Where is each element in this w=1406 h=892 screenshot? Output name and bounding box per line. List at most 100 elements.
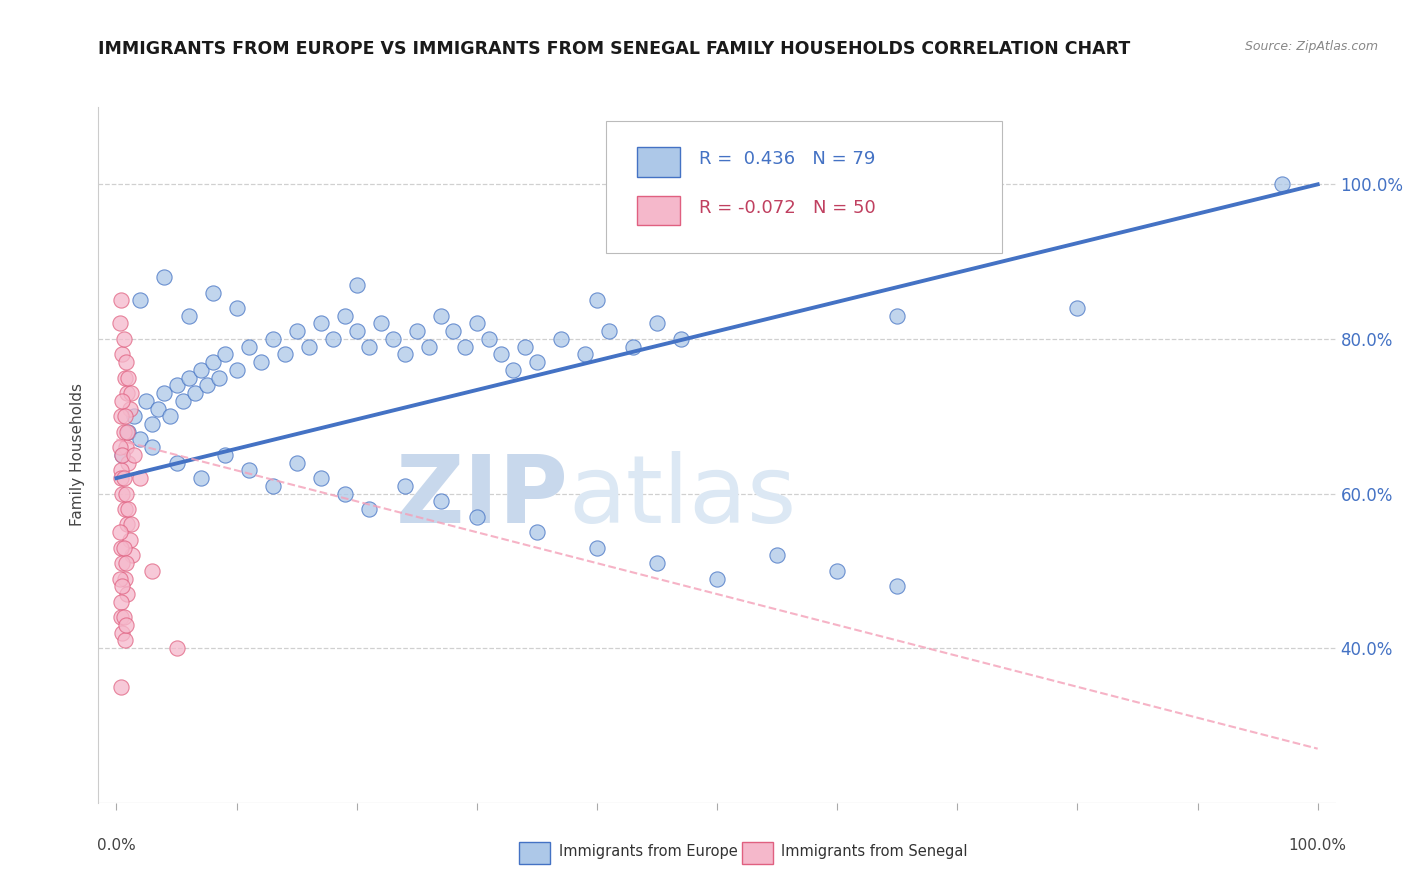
Point	[513, 340, 536, 354]
Point	[886, 579, 908, 593]
Point	[333, 486, 356, 500]
Text: Source: ZipAtlas.com: Source: ZipAtlas.com	[1244, 40, 1378, 54]
Point	[225, 301, 247, 315]
Point	[465, 509, 488, 524]
Point	[108, 317, 131, 331]
Point	[117, 386, 139, 401]
Text: ZIP: ZIP	[395, 450, 568, 542]
Point	[183, 386, 205, 401]
Point	[645, 556, 668, 570]
Y-axis label: Family Households: Family Households	[70, 384, 86, 526]
Point	[586, 541, 609, 555]
Point	[111, 448, 134, 462]
Point	[115, 486, 138, 500]
Point	[120, 386, 142, 401]
Point	[285, 324, 308, 338]
Point	[441, 324, 464, 338]
Point	[489, 347, 512, 361]
Point	[394, 347, 416, 361]
Point	[706, 572, 728, 586]
Bar	[637, 147, 681, 177]
Point	[110, 293, 132, 308]
Point	[262, 332, 284, 346]
Text: Immigrants from Senegal: Immigrants from Senegal	[782, 844, 967, 859]
Point	[148, 401, 170, 416]
Point	[111, 393, 134, 408]
Point	[346, 277, 368, 292]
Point	[117, 370, 139, 384]
Point	[108, 572, 131, 586]
Text: Immigrants from Europe: Immigrants from Europe	[558, 844, 737, 859]
Point	[111, 579, 134, 593]
Point	[166, 378, 188, 392]
Point	[110, 471, 132, 485]
Point	[166, 641, 188, 656]
Point	[159, 409, 181, 424]
Bar	[519, 842, 550, 864]
Point	[298, 340, 321, 354]
Point	[110, 541, 132, 555]
Text: IMMIGRANTS FROM EUROPE VS IMMIGRANTS FROM SENEGAL FAMILY HOUSEHOLDS CORRELATION : IMMIGRANTS FROM EUROPE VS IMMIGRANTS FRO…	[98, 40, 1130, 58]
Text: R = -0.072   N = 50: R = -0.072 N = 50	[699, 199, 876, 217]
Point	[225, 363, 247, 377]
Point	[429, 494, 451, 508]
Point	[114, 370, 136, 384]
Point	[214, 448, 236, 462]
Point	[124, 448, 146, 462]
Point	[110, 463, 132, 477]
Point	[117, 517, 139, 532]
Point	[195, 378, 218, 392]
Point	[190, 363, 212, 377]
Point	[114, 633, 136, 648]
Point	[357, 340, 380, 354]
Point	[114, 572, 136, 586]
Point	[478, 332, 501, 346]
Point	[201, 285, 224, 300]
Point	[357, 502, 380, 516]
Point	[825, 564, 848, 578]
Point	[394, 479, 416, 493]
Point	[112, 610, 135, 624]
Point	[526, 355, 548, 369]
Point	[333, 309, 356, 323]
Point	[207, 370, 229, 384]
Point	[550, 332, 572, 346]
Point	[177, 309, 200, 323]
Point	[526, 525, 548, 540]
Point	[172, 393, 194, 408]
Point	[249, 355, 271, 369]
Point	[621, 340, 644, 354]
FancyBboxPatch shape	[606, 121, 1001, 253]
Point	[465, 317, 488, 331]
Point	[309, 471, 332, 485]
Point	[141, 417, 163, 431]
Point	[574, 347, 596, 361]
Point	[111, 556, 134, 570]
Bar	[742, 842, 773, 864]
Point	[598, 324, 620, 338]
Point	[135, 393, 157, 408]
Point	[141, 564, 163, 578]
Point	[262, 479, 284, 493]
Point	[273, 347, 295, 361]
Point	[285, 456, 308, 470]
Point	[1066, 301, 1088, 315]
Point	[153, 270, 176, 285]
Point	[110, 409, 132, 424]
Point	[238, 340, 260, 354]
Text: 0.0%: 0.0%	[97, 838, 136, 853]
Point	[112, 471, 135, 485]
Point	[120, 517, 142, 532]
Point	[177, 370, 200, 384]
Point	[118, 533, 141, 547]
Point	[322, 332, 344, 346]
Point	[112, 425, 135, 439]
Point	[190, 471, 212, 485]
Point	[117, 425, 139, 439]
Point	[502, 363, 524, 377]
Point	[110, 595, 132, 609]
Point	[121, 549, 143, 563]
Point	[111, 486, 134, 500]
Point	[238, 463, 260, 477]
Point	[214, 347, 236, 361]
